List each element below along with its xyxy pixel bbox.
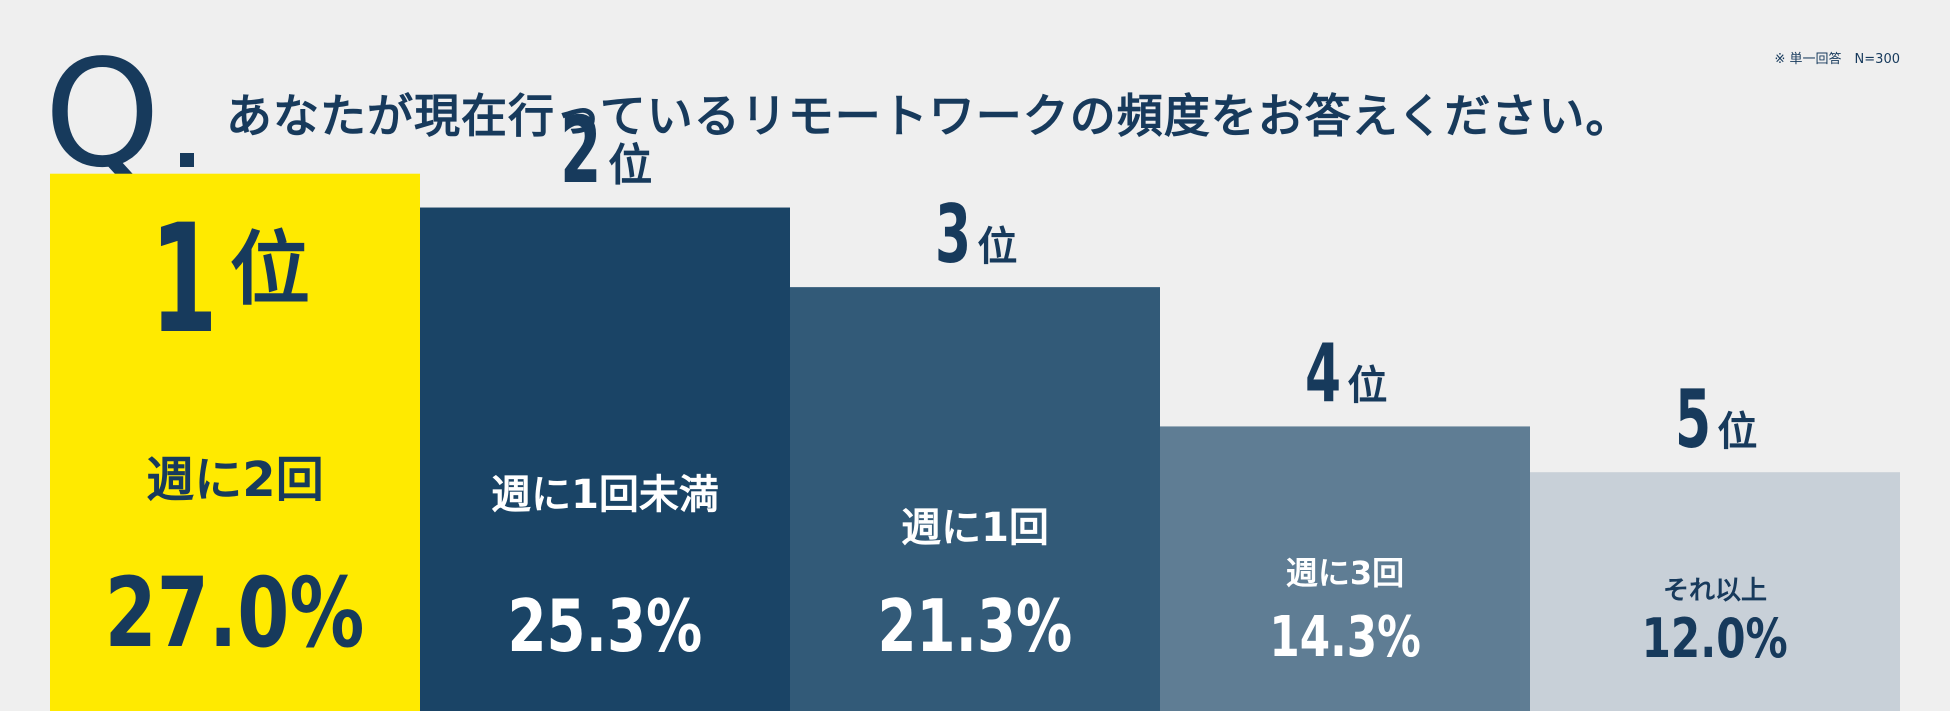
- value-label: 27.0%: [105, 557, 365, 669]
- category-label: 週に3回: [1285, 554, 1405, 592]
- rank-suffix: 位: [229, 223, 310, 316]
- rank-number: 2: [560, 96, 602, 204]
- question-title: あなたが現在行っているリモートワークの頻度をお答えください。: [226, 89, 1633, 143]
- sample-note: ※ 単一回答 N=300: [1774, 52, 1900, 67]
- bar-rank-2: [420, 207, 790, 711]
- rank-number: 5: [1674, 373, 1711, 467]
- bar-rank-5: [1530, 472, 1900, 711]
- value-label: 12.0%: [1641, 607, 1789, 670]
- rank-number: 4: [1304, 327, 1341, 421]
- category-label: それ以上: [1662, 576, 1767, 606]
- rank-suffix: 位: [977, 224, 1018, 271]
- rank-number: 3: [934, 188, 971, 282]
- category-label: 週に1回未満: [491, 472, 719, 518]
- bar-rank-3: [790, 287, 1160, 711]
- value-label: 14.3%: [1269, 605, 1421, 670]
- q-mark: Q: [44, 28, 160, 200]
- value-label: 25.3%: [507, 584, 703, 668]
- category-label: 週に2回: [146, 452, 324, 508]
- rank-suffix: 位: [1347, 363, 1388, 410]
- q-dot: [180, 153, 194, 167]
- rank-number: 1: [150, 193, 218, 367]
- category-label: 週に1回: [901, 505, 1049, 551]
- value-label: 21.3%: [877, 584, 1073, 668]
- rank-suffix: 位: [608, 139, 653, 191]
- bar-rank-4: [1160, 426, 1530, 711]
- bar-rank-1: [50, 173, 420, 711]
- rank-suffix: 位: [1717, 409, 1758, 456]
